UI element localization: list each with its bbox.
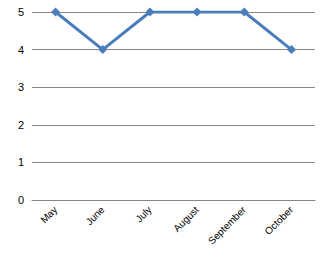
svg-text:September: September <box>206 204 249 247</box>
svg-text:5: 5 <box>18 6 24 18</box>
svg-text:July: July <box>133 204 153 224</box>
svg-text:4: 4 <box>18 44 24 56</box>
svg-text:1: 1 <box>18 156 24 168</box>
svg-text:June: June <box>84 204 107 227</box>
svg-text:0: 0 <box>18 194 24 206</box>
svg-text:August: August <box>171 204 201 234</box>
svg-text:October: October <box>262 204 295 237</box>
svg-text:May: May <box>38 204 59 225</box>
svg-text:2: 2 <box>18 119 24 131</box>
svg-text:3: 3 <box>18 81 24 93</box>
